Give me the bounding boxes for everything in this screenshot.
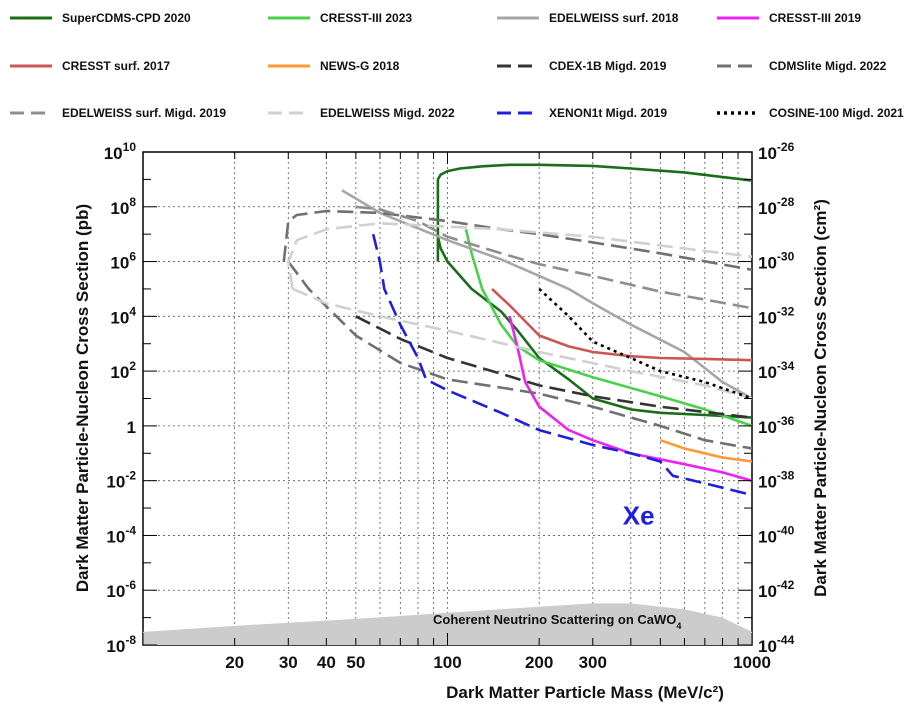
- legend-label: COSINE-100 Migd. 2021: [769, 106, 904, 120]
- legend-item-cdmslite-migd-2022: CDMSlite Migd. 2022: [717, 59, 887, 73]
- legend-item-news-g-2018: NEWS-G 2018: [268, 59, 400, 73]
- legend-item-cresst-iii-2019: CRESST-III 2019: [717, 11, 861, 25]
- series-line-cresst-iii-2019: [508, 315, 752, 482]
- x-tick-label: 30: [279, 653, 298, 672]
- y-axis-title: Dark Matter Particle-Nucleon Cross Secti…: [73, 204, 92, 592]
- series-line-supercdms-cpd-2020-low: [436, 236, 752, 419]
- series-line-cdmslite-migd-2022-low: [287, 260, 752, 450]
- annotations: Xe Coherent Neutrino Scattering on CaWO4: [433, 500, 681, 631]
- legend-label: CRESST surf. 2017: [62, 59, 170, 73]
- legend-label: CRESST-III 2023: [320, 11, 412, 25]
- legend-item-edelweiss-surf-migd-2019: EDELWEISS surf. Migd. 2019: [10, 106, 226, 120]
- series-line-cdex-1b-migd-2019: [355, 315, 752, 419]
- x-axis-title: Dark Matter Particle Mass (MeV/c²): [446, 683, 724, 702]
- legend-item-cresst-iii-2023: CRESST-III 2023: [268, 11, 412, 25]
- legend-item-cdex-1b-migd-2019: CDEX-1B Migd. 2019: [497, 59, 667, 73]
- y-tick-label: 10-4: [106, 523, 136, 546]
- y2-tick-label: 10-44: [758, 633, 795, 656]
- y2-tick-label: 10-28: [758, 195, 795, 218]
- legend-item-supercdms-cpd-2020: SuperCDMS-CPD 2020: [10, 11, 191, 25]
- series-line-supercdms-cpd-2020: [436, 163, 752, 262]
- legend-label: CDMSlite Migd. 2022: [769, 59, 887, 73]
- x-tick-label: 200: [525, 653, 553, 672]
- y2-tick-label: 10-26: [758, 140, 795, 163]
- legend-item-edelweiss-migd-2022: EDELWEISS Migd. 2022: [268, 106, 455, 120]
- x-tick-label: 50: [346, 653, 365, 672]
- series-line-cresst-surf-2017: [491, 287, 752, 362]
- y-tick-label: 10-2: [106, 469, 136, 492]
- series-line-news-g-2018: [659, 438, 752, 463]
- series-line-edelweiss-surf-2018: [341, 189, 752, 400]
- legend-label: EDELWEISS Migd. 2022: [320, 106, 455, 120]
- y2-tick-label: 10-42: [758, 578, 795, 601]
- legend-label: EDELWEISS surf. 2018: [549, 11, 679, 25]
- legend-label: XENON1t Migd. 2019: [549, 106, 667, 120]
- series-line-cdmslite-migd-2022: [282, 209, 752, 272]
- y-tick-label: 10-8: [106, 633, 136, 656]
- y-tick-label: 1: [127, 418, 136, 437]
- x-tick-label: 300: [579, 653, 607, 672]
- neutrino-floor-label: Coherent Neutrino Scattering on CaWO4: [433, 612, 681, 631]
- x-tick-label: 100: [433, 653, 461, 672]
- series-line-edelweiss-migd-2022: [287, 222, 752, 290]
- grid: [143, 152, 752, 645]
- xe-label: Xe: [623, 500, 655, 530]
- y2-tick-label: 10-36: [758, 414, 795, 437]
- y2-tick-label: 10-34: [758, 359, 795, 382]
- series-line-xenon1t-migd-2019: [371, 233, 752, 497]
- y2-tick-label: 10-40: [758, 523, 795, 546]
- y-tick-label: 106: [110, 250, 136, 273]
- y-tick-label: 102: [110, 359, 136, 382]
- y2-tick-label: 10-32: [758, 304, 795, 327]
- legend-item-cresst-surf-2017: CRESST surf. 2017: [10, 59, 170, 73]
- legend-item-cosine-100-migd-2021: COSINE-100 Migd. 2021: [717, 106, 904, 120]
- neutrino-floor: [143, 603, 752, 645]
- axes: 20 30 40 50 100 200 300 1000 1010 108 106 104 102 1 10…: [104, 140, 795, 672]
- legend-label: SuperCDMS-CPD 2020: [62, 11, 191, 25]
- y-tick-label: 104: [110, 304, 136, 327]
- series-group: [282, 163, 752, 497]
- legend: SuperCDMS-CPD 2020 CRESST-III 2023 EDELWEI…: [10, 11, 904, 120]
- series-line-edelweiss-migd-2022-low: [292, 287, 752, 400]
- legend-label: NEWS-G 2018: [320, 59, 400, 73]
- y-tick-label: 108: [110, 195, 136, 218]
- x-tick-label: 20: [225, 653, 244, 672]
- y2-tick-label: 10-38: [758, 469, 795, 492]
- y2-axis-title: Dark Matter Particle-Nucleon Cross Secti…: [811, 199, 830, 597]
- y-tick-label: 10-6: [106, 578, 136, 601]
- legend-label: CRESST-III 2019: [769, 11, 861, 25]
- legend-item-xenon1t-migd-2019: XENON1t Migd. 2019: [497, 106, 667, 120]
- y2-tick-label: 10-30: [758, 250, 795, 273]
- legend-label: CDEX-1B Migd. 2019: [549, 59, 667, 73]
- neutrino-floor-area: [143, 603, 752, 645]
- series-line-cresst-iii-2023: [464, 229, 752, 428]
- x-tick-label: 40: [317, 653, 336, 672]
- legend-label: EDELWEISS surf. Migd. 2019: [62, 106, 226, 120]
- x-tick-label: 1000: [733, 653, 771, 672]
- legend-item-edelweiss-surf-2018: EDELWEISS surf. 2018: [497, 11, 679, 25]
- series-line-edelweiss-surf-migd-2019: [355, 205, 752, 310]
- y-tick-label: 1010: [104, 140, 137, 163]
